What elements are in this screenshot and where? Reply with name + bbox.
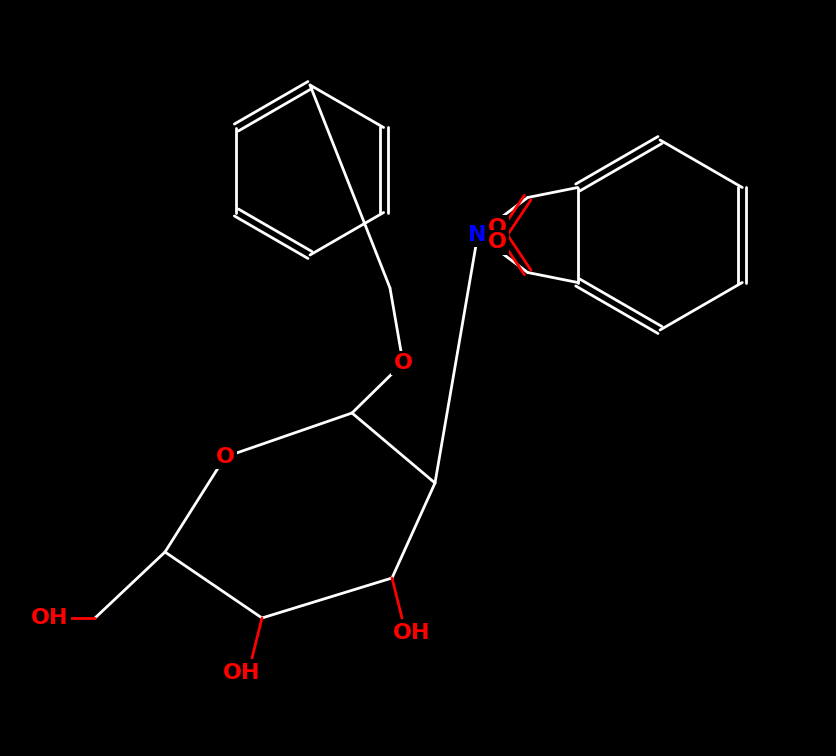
Text: OH: OH — [223, 663, 261, 683]
Text: OH: OH — [31, 608, 69, 628]
Text: O: O — [215, 447, 234, 467]
Text: O: O — [487, 233, 507, 253]
Text: N: N — [468, 225, 487, 245]
Text: O: O — [487, 218, 507, 237]
Text: OH: OH — [393, 623, 431, 643]
Text: O: O — [393, 353, 412, 373]
